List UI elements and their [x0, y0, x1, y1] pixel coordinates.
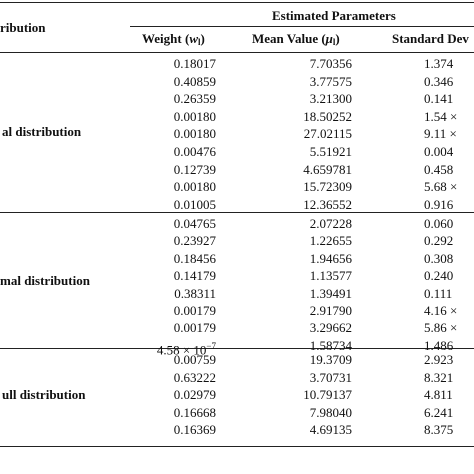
col-header-weight: Weight (wl) [142, 31, 205, 47]
cell-std: 0.060 [424, 216, 454, 231]
bottom-rule [0, 446, 474, 448]
cell-weight: 0.16369 [173, 422, 216, 438]
cell-weight: 0.18017 [173, 56, 216, 71]
cell-mean: 1.58734 [309, 337, 352, 353]
cell-mean: 18.50252 [303, 108, 352, 124]
cell-mean: 3.70731 [309, 369, 352, 385]
cell-mean: 5.51921 [309, 144, 352, 159]
top-rule [0, 2, 474, 4]
cell-weight: 0.00179 [173, 303, 216, 318]
cell-weight: 0.14179 [173, 268, 216, 284]
cell-std: 8.375 [424, 422, 454, 438]
header-estimated-parameters: Estimated Parameters [272, 8, 396, 23]
cell-weight: 0.00180 [173, 126, 216, 142]
cell-mean: 4.659781 [303, 161, 352, 177]
cell-std: 0.308 [424, 250, 454, 266]
cell-weight: 0.00180 [173, 179, 216, 195]
cell-weight: 0.02979 [173, 387, 216, 403]
cell-mean: 3.77575 [309, 73, 352, 89]
cell-std: 1.374 [424, 56, 454, 71]
cell-std: 5.86 × [424, 320, 458, 336]
header-distribution-title: ribution [0, 20, 46, 35]
cell-std: 9.11 × [424, 126, 457, 142]
cell-weight: 0.12739 [173, 161, 216, 177]
cell-weight: 0.40859 [173, 73, 216, 89]
cell-std: 0.111 [424, 285, 453, 301]
cell-std: 0.292 [424, 233, 454, 249]
cell-weight: 0.00476 [173, 144, 216, 159]
cell-mean: 15.72309 [303, 179, 352, 195]
cell-std: 2.923 [424, 352, 454, 367]
cell-std: 0.346 [424, 73, 454, 89]
cell-weight: 0.18456 [173, 250, 216, 266]
group-rule-2 [0, 348, 474, 349]
cell-std: 5.68 × [424, 179, 458, 195]
cell-mean: 1.39491 [309, 285, 352, 301]
cell-mean: 19.3709 [309, 352, 352, 367]
cell-mean: 1.22655 [309, 233, 352, 249]
cell-weight: 0.00759 [173, 352, 216, 367]
cell-std: 0.141 [424, 91, 454, 107]
header-mid-rule [130, 26, 474, 27]
cell-std: 0.240 [424, 268, 454, 284]
cell-mean: 10.79137 [303, 387, 352, 403]
cell-weight: 0.00180 [173, 108, 216, 124]
cell-std: 1.486 [424, 337, 454, 353]
header-bottom-rule [0, 52, 474, 53]
cell-weight: 0.00179 [173, 320, 216, 336]
cell-std: 0.916 [424, 196, 454, 212]
cell-mean: 2.91790 [309, 303, 352, 318]
cell-mean: 4.69135 [309, 422, 352, 438]
cell-weight: 0.16668 [173, 404, 216, 420]
cell-std: 4.16 × [424, 303, 458, 318]
cell-mean: 12.36552 [303, 196, 352, 212]
cell-mean: 3.29662 [309, 320, 352, 336]
cell-weight: 4.58 × 10−7 [156, 340, 216, 358]
cell-mean: 1.94656 [309, 250, 352, 266]
cell-std: 0.004 [424, 144, 454, 159]
cell-weight: 0.01005 [173, 196, 216, 212]
cell-std: 0.458 [424, 161, 454, 177]
cell-weight: 0.26359 [173, 91, 216, 107]
cell-weight: 0.38311 [174, 285, 216, 301]
group-label-2: mal distribution [0, 273, 90, 288]
cell-std: 4.811 [424, 387, 453, 403]
col-header-mean: Mean Value (μl) [252, 31, 340, 47]
cell-weight: 0.63222 [173, 369, 216, 385]
cell-mean: 27.02115 [303, 126, 352, 142]
cell-std: 1.54 × [424, 108, 458, 124]
col-header-std: Standard Dev [392, 31, 469, 46]
cell-mean: 2.07228 [309, 216, 352, 231]
group-label-1: al distribution [2, 124, 82, 139]
cell-mean: 7.70356 [309, 56, 352, 71]
cell-mean: 7.98040 [309, 404, 352, 420]
weight-exponent: −7 [206, 340, 216, 351]
cell-weight: 0.04765 [173, 216, 216, 231]
group-label-3: ull distribution [2, 387, 86, 402]
cell-weight: 0.23927 [173, 233, 216, 249]
cell-mean: 3.21300 [309, 91, 352, 107]
cell-mean: 1.13577 [309, 268, 352, 284]
group-rule-1 [0, 212, 474, 213]
cell-std: 8.321 [424, 369, 454, 385]
cell-std: 6.241 [424, 404, 454, 420]
